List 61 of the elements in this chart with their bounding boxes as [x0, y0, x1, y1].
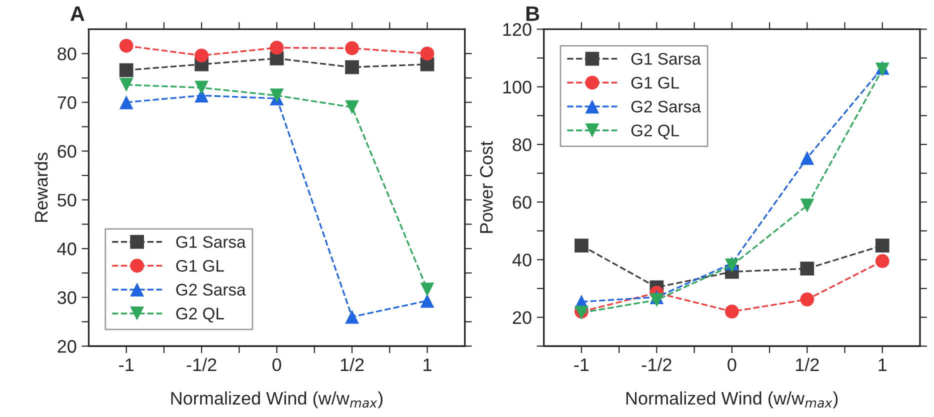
- point: [420, 46, 434, 61]
- legend-label: G2 Sarsa: [176, 284, 246, 296]
- y-tick-label: 60: [58, 145, 76, 158]
- x-tick-label: -1: [119, 358, 134, 371]
- y-tick-label: 120: [503, 23, 532, 36]
- y-tick-label: 50: [58, 194, 76, 207]
- y-tick-label: 20: [512, 311, 532, 324]
- legend-label: G1 GL: [176, 260, 224, 272]
- y-tick-label: 80: [512, 138, 532, 152]
- point: [119, 38, 134, 53]
- legend-label: G2 QL: [176, 308, 224, 322]
- point: [420, 282, 434, 296]
- point: [194, 80, 209, 95]
- point: [650, 293, 664, 307]
- y-tick-label: 80: [58, 48, 76, 60]
- point: [800, 292, 814, 306]
- x-tick-label: 0: [728, 358, 736, 372]
- point: [724, 304, 739, 318]
- point: [420, 294, 434, 308]
- y-tick-label: 70: [58, 96, 76, 110]
- x-tick-label: -1: [574, 358, 589, 371]
- y-tick-label: 20: [58, 340, 76, 353]
- point: [194, 48, 209, 62]
- x-tick-label: 1/2: [340, 358, 364, 372]
- legend-label: G1 Sarsa: [176, 236, 246, 248]
- x-tick-label: 1/2: [796, 358, 819, 372]
- point: [345, 60, 359, 74]
- y-tick-label: 60: [512, 196, 532, 209]
- x-axis-title: Normalized Wind (w/w$_{max}$): [171, 391, 382, 408]
- legend-label: G1 Sarsa: [631, 52, 701, 65]
- point: [800, 198, 814, 212]
- chart-title: A: [70, 6, 84, 21]
- legend-label: G1 GL: [631, 76, 680, 89]
- x-axis-title: Normalized Wind (w/w$_{max}$): [626, 391, 838, 408]
- x-tick-label: -1/2: [186, 358, 216, 372]
- point: [270, 40, 284, 55]
- point: [119, 95, 134, 110]
- y-tick-label: 40: [57, 242, 76, 256]
- point: [875, 238, 890, 253]
- chart-title: B: [526, 6, 540, 21]
- point: [119, 78, 134, 92]
- point: [345, 310, 359, 324]
- legend-label: G2 QL: [631, 124, 680, 140]
- point: [345, 100, 359, 114]
- point: [574, 238, 588, 253]
- y-axis-title: Power Cost: [480, 141, 493, 233]
- x-tick-label: 1: [424, 358, 432, 371]
- point: [875, 254, 890, 268]
- y-tick-label: 40: [512, 254, 532, 266]
- point: [800, 151, 814, 165]
- point: [345, 41, 359, 56]
- legend-label: G2 Sarsa: [631, 100, 701, 113]
- x-tick-label: 1: [878, 358, 887, 371]
- y-tick-label: 100: [503, 80, 532, 94]
- x-tick-label: -1/2: [642, 358, 672, 372]
- y-axis-title: Rewards: [34, 152, 48, 222]
- x-tick-label: 0: [272, 358, 282, 372]
- y-tick-label: 30: [58, 291, 76, 304]
- point: [800, 262, 814, 276]
- point: [119, 63, 134, 78]
- point: [270, 88, 284, 102]
